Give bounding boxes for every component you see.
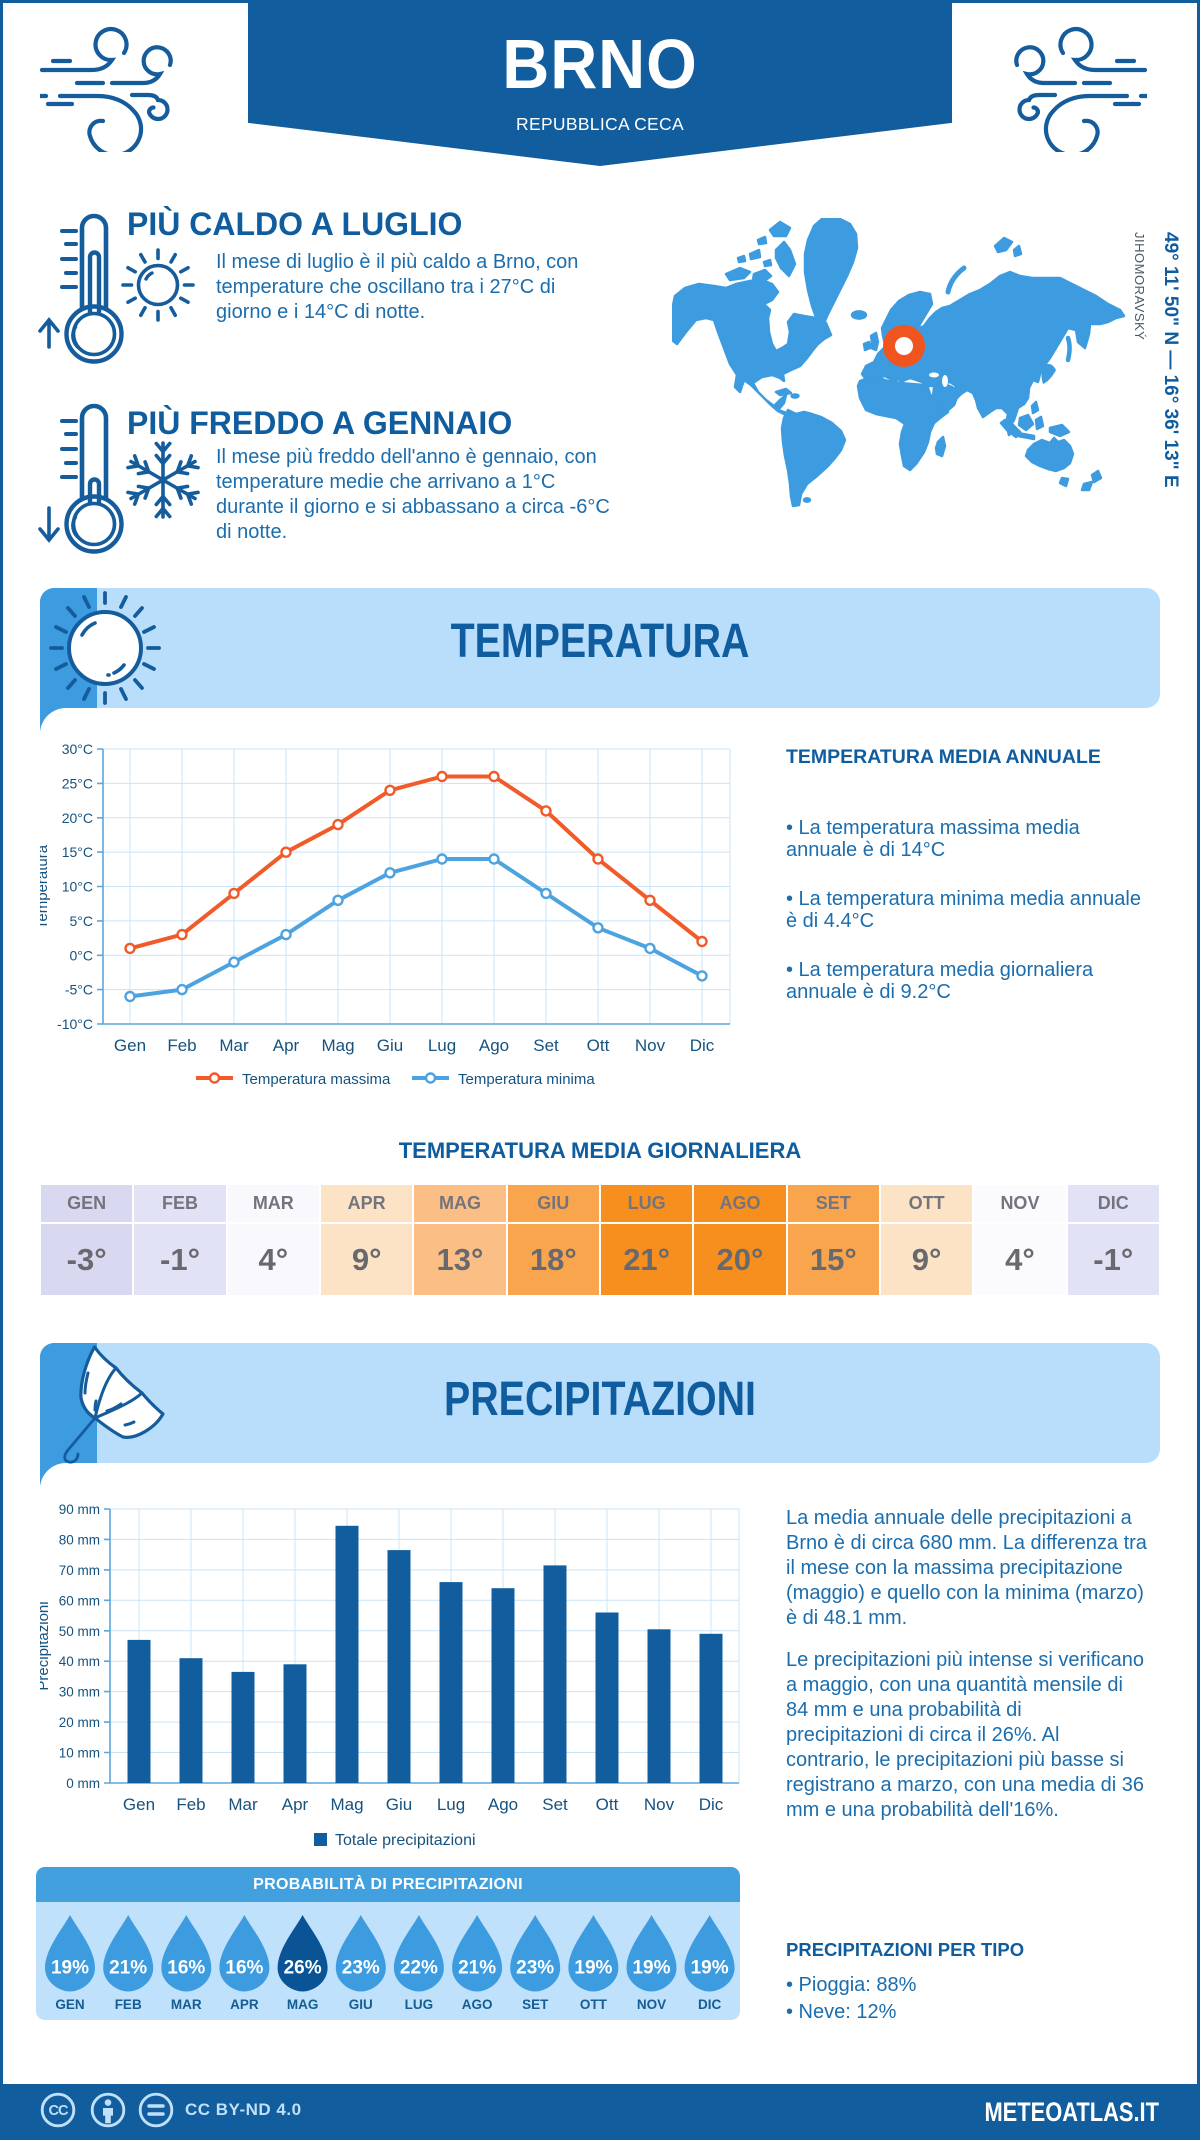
svg-text:Feb: Feb [176, 1795, 205, 1814]
svg-text:Mag: Mag [330, 1795, 363, 1814]
svg-text:21%: 21% [458, 1958, 496, 1979]
svg-text:70 mm: 70 mm [59, 1563, 100, 1578]
svg-text:GIU: GIU [349, 1997, 373, 2012]
svg-text:Temperatura massima: Temperatura massima [242, 1071, 391, 1088]
svg-text:Apr: Apr [273, 1036, 300, 1055]
svg-text:Mar: Mar [228, 1795, 258, 1814]
svg-text:DIC: DIC [698, 1997, 722, 2012]
svg-text:-5°C: -5°C [65, 982, 93, 998]
svg-text:19%: 19% [691, 1958, 729, 1979]
svg-text:Set: Set [533, 1036, 559, 1055]
svg-text:10°C: 10°C [62, 879, 93, 895]
svg-text:Feb: Feb [167, 1036, 196, 1055]
svg-text:Temperatura minima: Temperatura minima [458, 1071, 595, 1088]
svg-text:16%: 16% [167, 1958, 205, 1979]
svg-text:Ago: Ago [479, 1036, 509, 1055]
svg-text:FEB: FEB [115, 1997, 142, 2012]
svg-text:19%: 19% [51, 1958, 89, 1979]
svg-text:19%: 19% [632, 1958, 670, 1979]
svg-text:CC: CC [49, 2103, 69, 2119]
svg-text:Lug: Lug [428, 1036, 456, 1055]
svg-text:60 mm: 60 mm [59, 1593, 100, 1608]
svg-text:90 mm: 90 mm [59, 1502, 100, 1517]
svg-text:Gen: Gen [123, 1795, 155, 1814]
svg-text:APR: APR [230, 1997, 259, 2012]
svg-text:Ott: Ott [587, 1036, 610, 1055]
svg-text:Ott: Ott [596, 1795, 619, 1814]
svg-text:21%: 21% [109, 1958, 147, 1979]
svg-text:30 mm: 30 mm [59, 1685, 100, 1700]
svg-text:26%: 26% [284, 1958, 322, 1979]
svg-text:5°C: 5°C [70, 913, 94, 929]
svg-text:80 mm: 80 mm [59, 1532, 100, 1547]
svg-text:LUG: LUG [405, 1997, 434, 2012]
svg-text:Mar: Mar [219, 1036, 249, 1055]
svg-text:MAR: MAR [171, 1997, 202, 2012]
svg-text:40 mm: 40 mm [59, 1654, 100, 1669]
svg-text:Ago: Ago [488, 1795, 518, 1814]
svg-text:GEN: GEN [55, 1997, 84, 2012]
svg-text:Nov: Nov [644, 1795, 675, 1814]
svg-text:Mag: Mag [321, 1036, 354, 1055]
svg-text:15°C: 15°C [62, 844, 93, 860]
svg-text:OTT: OTT [580, 1997, 608, 2012]
svg-text:22%: 22% [400, 1958, 438, 1979]
svg-text:Temperatura: Temperatura [40, 844, 51, 929]
svg-text:AGO: AGO [462, 1997, 493, 2012]
svg-text:20 mm: 20 mm [59, 1715, 100, 1730]
svg-text:Gen: Gen [114, 1036, 146, 1055]
svg-text:23%: 23% [516, 1958, 554, 1979]
svg-text:Set: Set [542, 1795, 568, 1814]
svg-text:Apr: Apr [282, 1795, 309, 1814]
svg-text:Nov: Nov [635, 1036, 666, 1055]
svg-text:30°C: 30°C [62, 741, 93, 757]
svg-text:0 mm: 0 mm [66, 1776, 100, 1791]
svg-text:50 mm: 50 mm [59, 1624, 100, 1639]
svg-text:23%: 23% [342, 1958, 380, 1979]
svg-text:Lug: Lug [437, 1795, 465, 1814]
svg-text:Precipitazioni: Precipitazioni [40, 1601, 52, 1690]
svg-text:Giu: Giu [377, 1036, 403, 1055]
svg-text:25°C: 25°C [62, 775, 93, 791]
svg-text:MAG: MAG [287, 1997, 319, 2012]
svg-text:Dic: Dic [699, 1795, 724, 1814]
svg-text:Giu: Giu [386, 1795, 412, 1814]
svg-text:16%: 16% [225, 1958, 263, 1979]
svg-text:-10°C: -10°C [57, 1016, 93, 1032]
svg-text:10 mm: 10 mm [59, 1746, 100, 1761]
svg-text:0°C: 0°C [70, 947, 94, 963]
svg-text:Dic: Dic [690, 1036, 715, 1055]
svg-text:20°C: 20°C [62, 810, 93, 826]
svg-text:NOV: NOV [637, 1997, 666, 2012]
svg-text:Totale precipitazioni: Totale precipitazioni [335, 1832, 476, 1849]
svg-text:SET: SET [522, 1997, 549, 2012]
svg-text:19%: 19% [574, 1958, 612, 1979]
